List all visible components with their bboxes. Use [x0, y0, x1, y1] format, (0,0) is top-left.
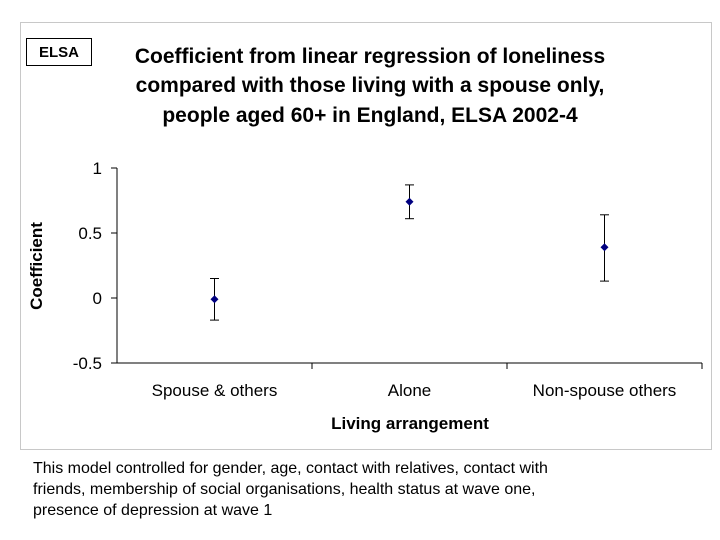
footnote: This model controlled for gender, age, c…	[33, 458, 693, 521]
data-point-group	[600, 214, 609, 282]
chart-title-line-3: people aged 60+ in England, ELSA 2002-4	[162, 104, 578, 127]
data-point-marker	[600, 243, 609, 252]
y-tick-label: -0.5	[73, 354, 102, 373]
footnote-line-2: friends, membership of social organisati…	[33, 481, 536, 498]
x-tick-label: Non-spouse others	[533, 381, 677, 400]
y-axis-title: Coefficient	[27, 222, 46, 310]
data-point-marker	[405, 197, 414, 206]
data-point-group	[405, 184, 414, 220]
axes	[116, 168, 702, 364]
y-tick-label: 0.5	[78, 224, 102, 243]
elsa-badge: ELSA	[26, 38, 92, 66]
footnote-line-3: presence of depression at wave 1	[33, 502, 273, 519]
x-tick-label: Spouse & others	[152, 381, 278, 400]
footnote-line-1: This model controlled for gender, age, c…	[33, 460, 548, 477]
y-axis-ticks: 1 0.5 0 -0.5	[73, 159, 117, 373]
chart-area	[20, 22, 712, 450]
data-point-marker	[210, 295, 219, 304]
chart-title: Coefficient from linear regression of lo…	[135, 45, 605, 127]
x-axis-ticks: Spouse & others Alone Non-spouse others	[152, 363, 703, 400]
chart-title-line-2: compared with those living with a spouse…	[136, 74, 605, 97]
data-point-group	[210, 278, 219, 321]
x-tick-label: Alone	[388, 381, 431, 400]
x-axis-title: Living arrangement	[331, 414, 489, 433]
y-tick-label: 1	[93, 159, 102, 178]
chart-title-line-1: Coefficient from linear regression of lo…	[135, 45, 605, 68]
data-points	[210, 184, 609, 321]
y-tick-label: 0	[93, 289, 102, 308]
chart: Coefficient from linear regression of lo…	[27, 45, 703, 433]
